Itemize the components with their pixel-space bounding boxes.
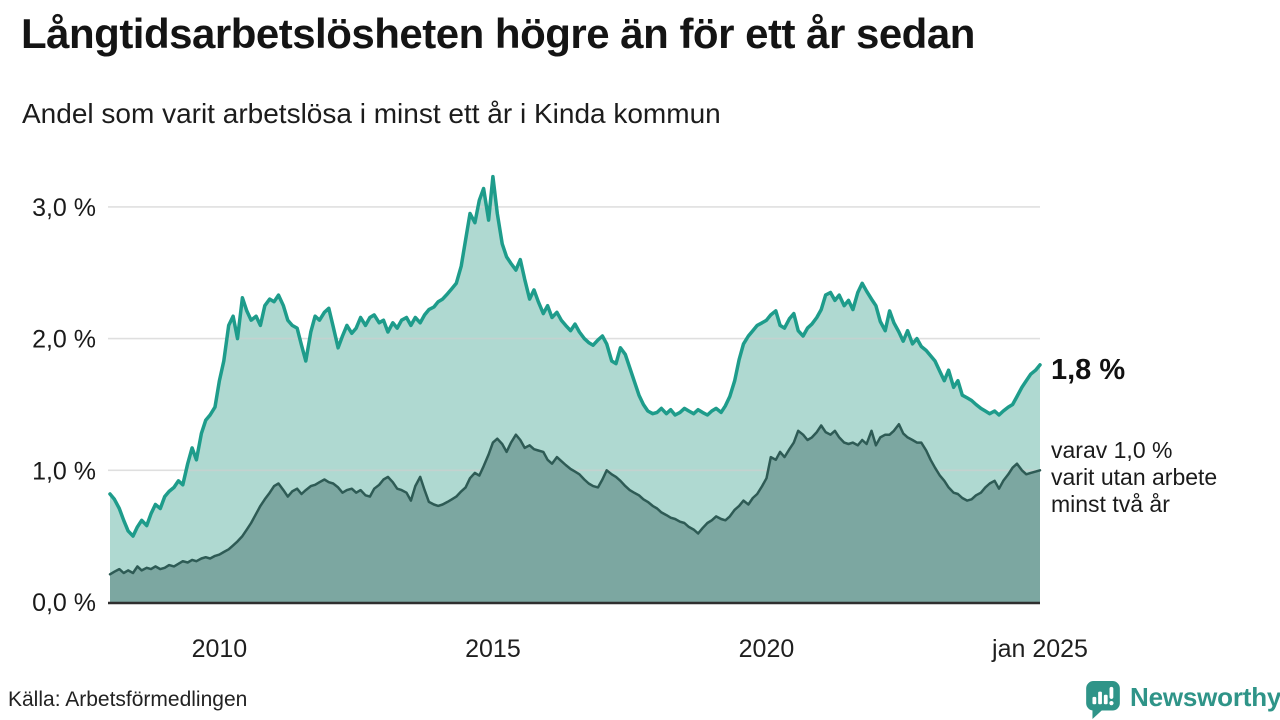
secondary-annotation: varav 1,0 % varit utan arbete minst två … bbox=[1051, 437, 1217, 518]
latest-value-label: 1,8 % bbox=[1051, 354, 1126, 386]
source-note: Källa: Arbetsförmedlingen bbox=[8, 688, 248, 711]
page-title: Långtidsarbetslösheten högre än för ett … bbox=[21, 10, 975, 57]
y-axis-tick-label: 0,0 % bbox=[32, 589, 96, 617]
y-axis-tick-label: 1,0 % bbox=[32, 457, 96, 485]
page-subtitle: Andel som varit arbetslösa i minst ett å… bbox=[22, 98, 721, 129]
newsworthy-logo: Newsworthy bbox=[1084, 680, 1280, 720]
x-axis-tick-label: 2010 bbox=[192, 635, 248, 663]
speech-bubble-bar-chart-icon bbox=[1086, 681, 1120, 719]
secondary-annotation-line3: minst två år bbox=[1051, 491, 1170, 517]
newsworthy-wordmark: Newsworthy bbox=[1130, 682, 1280, 712]
x-axis-tick-label: 2020 bbox=[739, 635, 795, 663]
area-series-2-fill bbox=[110, 424, 1040, 602]
x-axis-tick-label: jan 2025 bbox=[991, 635, 1088, 663]
secondary-annotation-line2: varit utan arbete bbox=[1051, 464, 1218, 490]
line-series-1 bbox=[108, 174, 1042, 538]
y-axis-tick-label: 2,0 % bbox=[32, 326, 96, 354]
line-series-2 bbox=[108, 422, 1042, 576]
y-axis-tick-label: 3,0 % bbox=[32, 194, 96, 222]
secondary-annotation-line1: varav 1,0 % bbox=[1051, 437, 1173, 463]
x-axis-tick-label: 2015 bbox=[465, 635, 521, 663]
